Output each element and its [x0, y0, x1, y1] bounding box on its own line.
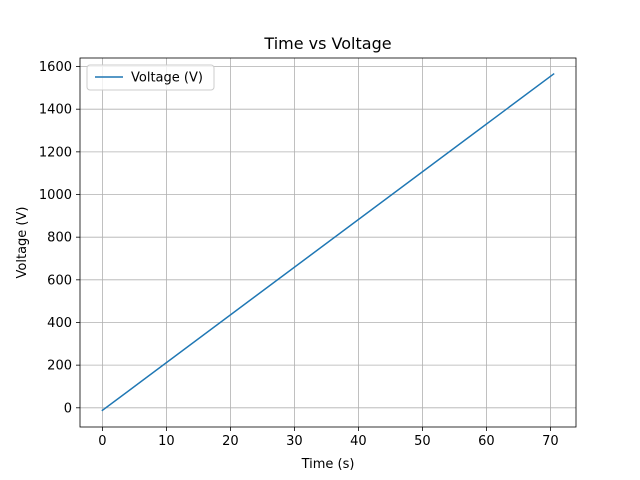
y-axis: 0 200 400 600 800 1000 1200 1400 1600 [39, 60, 80, 416]
y-tick-label: 1400 [39, 103, 72, 118]
x-tick-label: 30 [286, 434, 303, 449]
x-tick-label: 10 [158, 434, 175, 449]
y-tick-label: 200 [47, 359, 72, 374]
x-tick-label: 50 [414, 434, 431, 449]
y-tick-label: 400 [47, 316, 72, 331]
y-tick-label: 800 [47, 231, 72, 246]
y-tick-label: 600 [47, 273, 72, 288]
y-tick-label: 1600 [39, 60, 72, 75]
y-axis-label: Voltage (V) [15, 207, 30, 279]
y-tick-label: 0 [64, 401, 72, 416]
x-axis-label: Time (s) [301, 457, 355, 472]
x-axis: 0 10 20 30 40 50 60 70 [98, 427, 559, 449]
series-layer [101, 72, 555, 412]
x-tick-label: 0 [98, 434, 106, 449]
grid [80, 58, 576, 427]
x-tick-label: 40 [350, 434, 367, 449]
series-line-voltage [101, 72, 555, 412]
legend-label-voltage: Voltage (V) [131, 71, 203, 86]
legend-box [86, 64, 215, 91]
x-tick-label: 60 [478, 434, 495, 449]
y-tick-label: 1200 [39, 145, 72, 160]
x-tick-label: 20 [222, 434, 239, 449]
chart-title: Time vs Voltage [263, 34, 391, 53]
y-tick-label: 1000 [39, 188, 72, 203]
legend: Voltage (V) [86, 64, 215, 91]
x-tick-label: 70 [542, 434, 559, 449]
plot-frame [79, 57, 577, 428]
